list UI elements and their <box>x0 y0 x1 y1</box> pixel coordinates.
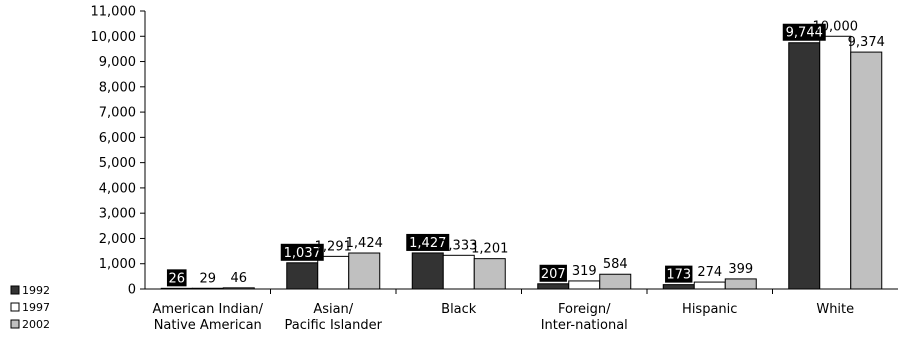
legend: 1992 1997 2002 <box>10 284 50 331</box>
data-label-1992: 9,744 <box>786 26 823 41</box>
bar-2002 <box>724 278 757 290</box>
category-label: Hispanic <box>682 302 737 317</box>
data-label-2002: 9,374 <box>848 35 885 50</box>
bar-1997 <box>693 281 726 290</box>
bar-2002 <box>599 273 632 290</box>
y-tick-label: 8,000 <box>99 80 136 95</box>
y-tick-label: 6,000 <box>99 131 136 146</box>
bars <box>160 35 883 290</box>
data-label-bg <box>166 269 187 287</box>
bar-1992 <box>537 283 570 290</box>
bar-2002 <box>473 258 506 290</box>
category-label: Inter-national <box>541 318 628 333</box>
bar-2002 <box>348 252 381 290</box>
y-tick-label: 5,000 <box>99 156 136 171</box>
y-tick-label: 3,000 <box>99 207 136 222</box>
bar-1997 <box>568 280 601 290</box>
y-axis: 0 1,000 2,000 3,000 4,000 5,000 6,000 7,000 8,00… <box>91 5 146 298</box>
legend-label-2002: 2002 <box>22 318 50 331</box>
bar-1997 <box>442 254 475 290</box>
data-label-bg <box>280 243 324 261</box>
bar-1992 <box>286 262 319 290</box>
data-label-1992: 26 <box>168 271 185 286</box>
data-label-bg <box>539 264 567 282</box>
legend-swatch-2002 <box>10 319 20 329</box>
category-label: Asian/ <box>313 302 353 317</box>
bar-1992 <box>411 252 444 290</box>
data-label-2002: 1,424 <box>346 236 383 251</box>
data-label-2002: 1,201 <box>471 242 508 257</box>
y-tick-label: 4,000 <box>99 181 136 196</box>
data-label-1997: 1,333 <box>440 238 477 253</box>
data-label-2002: 584 <box>603 257 628 272</box>
bar-1997 <box>819 35 852 290</box>
y-tick-label: 7,000 <box>99 106 136 121</box>
data-label-1997: 29 <box>199 271 216 286</box>
data-label-2002: 399 <box>728 262 753 277</box>
data-label-1997: 1,291 <box>315 239 352 254</box>
bar-1992 <box>662 284 695 290</box>
data-label-1997: 274 <box>697 265 722 280</box>
y-tick-label: 11,000 <box>91 5 137 20</box>
data-label-1997: 319 <box>572 264 597 279</box>
data-label-bg <box>665 265 693 283</box>
legend-label-1992: 1992 <box>22 284 50 297</box>
y-tick-label: 2,000 <box>99 232 136 247</box>
data-label-bg <box>406 233 450 251</box>
data-label-1992: 1,037 <box>284 246 321 261</box>
bar-1992 <box>788 42 821 290</box>
y-tick-label: 0 <box>128 283 136 298</box>
y-tick-label: 10,000 <box>91 30 137 45</box>
category-label: Native American <box>154 318 262 333</box>
category-label: Foreign/ <box>558 302 611 317</box>
data-label-2002: 46 <box>230 271 247 286</box>
x-axis: American Indian/Native American Asian/Pac… <box>145 288 898 333</box>
category-label: Pacific Islander <box>285 318 383 333</box>
data-label-1992: 173 <box>666 268 691 283</box>
category-label: American Indian/ <box>152 302 263 317</box>
bar-2002 <box>850 51 883 290</box>
data-label-1992: 1,427 <box>409 236 446 251</box>
data-label-1992: 207 <box>541 267 566 282</box>
legend-swatch-1997 <box>10 302 20 312</box>
category-label: White <box>816 302 854 317</box>
data-label-1997: 10,000 <box>813 19 859 34</box>
y-tick-label: 9,000 <box>99 55 136 70</box>
data-label-bg <box>782 23 826 41</box>
y-tick-label: 1,000 <box>99 257 136 272</box>
legend-swatch-1992 <box>10 285 20 295</box>
category-label: Black <box>441 302 477 317</box>
legend-label-1997: 1997 <box>22 301 50 314</box>
bar-1997 <box>317 255 350 290</box>
